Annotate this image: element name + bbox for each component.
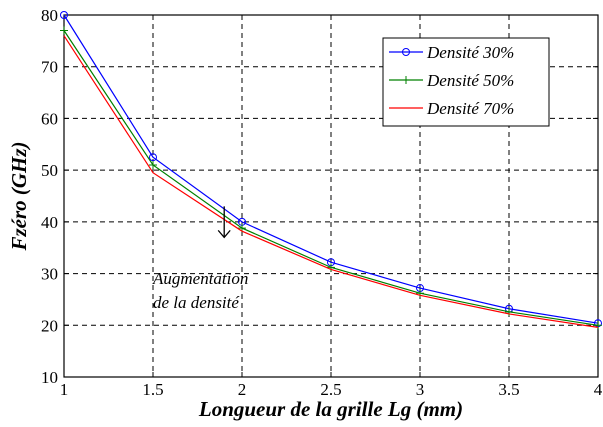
x-tick-label: 1	[60, 380, 69, 399]
y-axis-label: Fzéro (GHz)	[7, 141, 31, 251]
annotation-text: de la densité	[153, 293, 240, 312]
data-point	[594, 321, 602, 330]
x-tick-label: 3	[416, 380, 425, 399]
annotation-text: Augmentation	[152, 269, 248, 288]
x-tick-label: 2.5	[320, 380, 341, 399]
y-tick-label: 80	[41, 6, 58, 25]
arrow-head	[217, 229, 231, 239]
x-tick-label: 3.5	[498, 380, 519, 399]
y-tick-label: 10	[41, 368, 58, 387]
axis-ticks: 1 1.5 2 2.5 3 3.5 4 10 20 30 40 50 60 70 80	[41, 6, 603, 399]
legend-box	[382, 37, 550, 127]
legend-label: Densité 70%	[426, 99, 514, 118]
y-tick-label: 70	[41, 58, 58, 77]
x-tick-label: 2	[238, 380, 247, 399]
data-point	[402, 48, 410, 56]
x-axis-label: Longueur de la grille Lg (mm)	[198, 397, 463, 421]
legend-item: Densité 30%	[389, 43, 514, 62]
legend-label: Densité 30%	[426, 43, 514, 62]
y-tick-label: 60	[41, 109, 58, 128]
legend-label: Densité 50%	[426, 71, 514, 90]
legend-item: Densité 70%	[389, 99, 514, 118]
series-group	[60, 11, 602, 330]
data-point	[149, 153, 157, 162]
y-tick-label: 40	[41, 213, 58, 232]
data-point	[60, 26, 68, 35]
series-densit-70	[63, 35, 599, 328]
data-point	[149, 160, 157, 169]
annotation-group: Augmentation de la densité	[152, 206, 248, 312]
data-point	[60, 11, 68, 19]
y-tick-label: 50	[41, 161, 58, 180]
y-tick-label: 30	[41, 265, 58, 284]
x-tick-label: 1.5	[142, 380, 163, 399]
y-tick-label: 20	[41, 316, 58, 335]
series-line	[63, 35, 599, 328]
data-point	[402, 76, 410, 84]
legend-item: Densité 50%	[389, 71, 514, 90]
legend: Densité 30% Densité 50% Densité 70%	[382, 37, 550, 127]
series-densit-50	[60, 26, 602, 330]
x-tick-label: 4	[594, 380, 603, 399]
